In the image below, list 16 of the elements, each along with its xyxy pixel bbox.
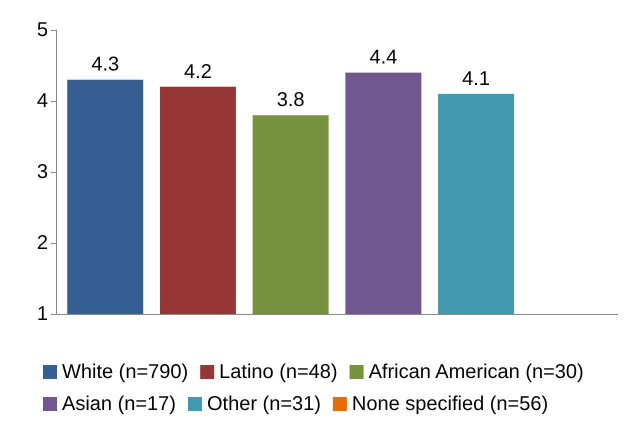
- y-tick-label: 3: [36, 161, 48, 183]
- y-tick-label: 4: [36, 90, 48, 112]
- data-label: 4.3: [91, 54, 120, 76]
- legend-label: White (n=790): [62, 361, 188, 383]
- data-label: 4.2: [184, 60, 212, 83]
- legend-label: None specified (n=56): [352, 393, 548, 415]
- data-label: 3.8: [276, 89, 305, 112]
- legend-label: Other (n=31): [206, 393, 321, 415]
- y-tick-label: 5: [36, 19, 48, 41]
- legend-label: Asian (n=17): [62, 393, 176, 415]
- y-tick-label: 1: [36, 303, 48, 325]
- data-label: 4.4: [369, 46, 398, 69]
- legend-label: Latino (n=48): [219, 361, 338, 383]
- y-tick-label: 2: [36, 232, 48, 254]
- data-label: 4.1: [462, 68, 490, 90]
- legend-label: African American (n=30): [368, 361, 584, 383]
